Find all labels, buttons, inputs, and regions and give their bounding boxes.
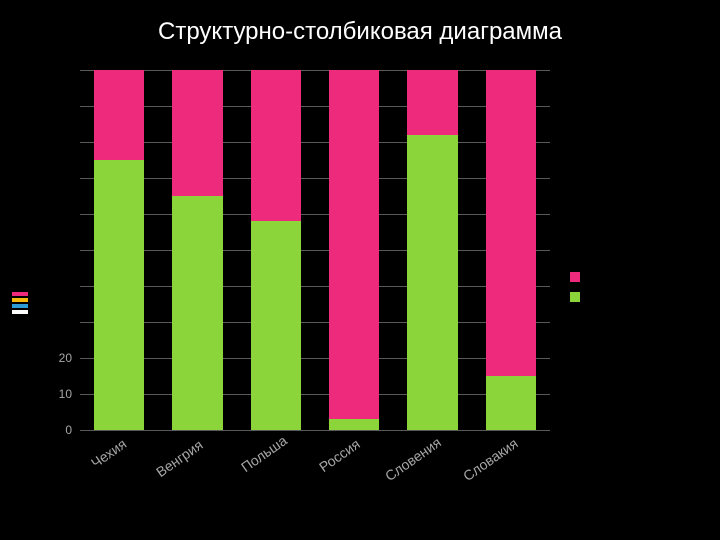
legend-swatch bbox=[570, 292, 580, 302]
bar-segment bbox=[407, 70, 457, 135]
decoration-dash bbox=[12, 298, 28, 302]
bar-slot bbox=[315, 70, 393, 430]
x-tick-label: Словения bbox=[382, 434, 444, 484]
bar-slot bbox=[472, 70, 550, 430]
bar-slot bbox=[158, 70, 236, 430]
decoration-dash bbox=[12, 310, 28, 314]
x-tick-label: Словакия bbox=[460, 435, 521, 484]
bar-segment bbox=[172, 196, 222, 430]
bar-segment bbox=[329, 419, 379, 430]
decoration-dash bbox=[12, 292, 28, 296]
x-tick-label: Чехия bbox=[88, 436, 129, 472]
x-tick-label: Россия bbox=[316, 436, 363, 475]
plot-area bbox=[80, 70, 550, 430]
bar-segment bbox=[251, 221, 301, 430]
stacked-bar bbox=[94, 70, 144, 430]
x-tick-label: Венгрия bbox=[153, 436, 206, 480]
y-tick-label: 0 bbox=[40, 423, 72, 437]
left-decoration-dashes bbox=[12, 292, 28, 316]
bar-segment bbox=[486, 376, 536, 430]
chart-title: Структурно-столбиковая диаграмма bbox=[0, 18, 720, 46]
decoration-dash bbox=[12, 304, 28, 308]
bar-slot bbox=[80, 70, 158, 430]
bar-segment bbox=[407, 135, 457, 430]
legend-item bbox=[570, 270, 660, 284]
y-axis: 01020 bbox=[40, 70, 76, 430]
y-tick-label: 20 bbox=[40, 351, 72, 365]
bar-segment bbox=[251, 70, 301, 221]
bar-slot bbox=[237, 70, 315, 430]
x-axis-labels: Чехия Венгрия Польша Россия Словения Словакия bbox=[80, 432, 550, 502]
stacked-bar bbox=[172, 70, 222, 430]
bar-segment bbox=[94, 160, 144, 430]
legend bbox=[570, 270, 660, 310]
chart-container: 0 10 20 Чехия Венгрия Польша Россия Словения Сл… bbox=[40, 70, 680, 500]
grid-line bbox=[80, 430, 550, 431]
legend-item bbox=[570, 290, 660, 304]
stacked-bar bbox=[251, 70, 301, 430]
stacked-bar bbox=[407, 70, 457, 430]
bars-layer bbox=[80, 70, 550, 430]
stacked-bar bbox=[486, 70, 536, 430]
slide-root: Структурно-столбиковая диаграмма 0 10 20 Ч… bbox=[0, 0, 720, 540]
bar-segment bbox=[329, 70, 379, 419]
y-tick-label: 10 bbox=[40, 387, 72, 401]
bar-segment bbox=[172, 70, 222, 196]
bar-slot bbox=[393, 70, 471, 430]
x-tick-label: Польша bbox=[238, 433, 290, 476]
bar-segment bbox=[486, 70, 536, 376]
stacked-bar bbox=[329, 70, 379, 430]
bar-segment bbox=[94, 70, 144, 160]
legend-swatch bbox=[570, 272, 580, 282]
